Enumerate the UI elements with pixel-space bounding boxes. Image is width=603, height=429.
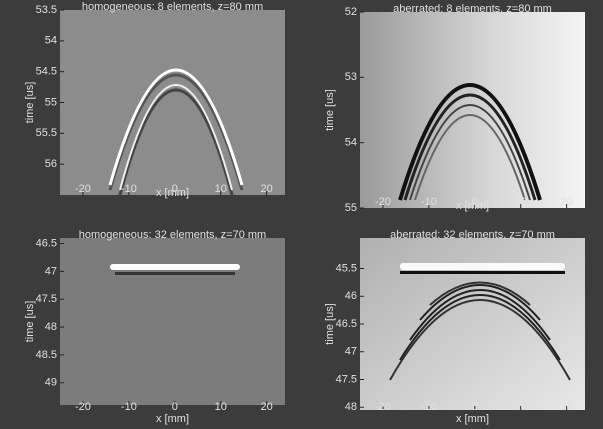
- y-tick-label: 54.5: [36, 66, 57, 78]
- y-tick-label: 46.5: [36, 237, 57, 249]
- panel-title: aberrated: 8 elements, z=80 mm: [393, 3, 552, 15]
- y-tick-label: 45.5: [336, 262, 357, 274]
- x-tick-label: 20: [561, 401, 573, 413]
- panel-title: homogeneous: 32 elements, z=70 mm: [79, 229, 266, 241]
- y-tick-label: 47: [345, 346, 357, 358]
- y-tick-label: 54: [345, 137, 357, 149]
- x-axis-label: x [mm]: [156, 413, 189, 425]
- x-axis-label: x [mm]: [456, 413, 489, 425]
- y-axis-label: time [us]: [24, 82, 36, 124]
- y-tick-label: 46.5: [336, 318, 357, 330]
- y-tick-label: 48: [345, 401, 357, 413]
- x-tick-label: -20: [75, 401, 91, 413]
- x-tick-label: 0: [472, 196, 478, 208]
- x-tick-label: 10: [515, 196, 527, 208]
- y-tick-label: 47: [45, 265, 57, 277]
- y-tick-label: 49: [45, 377, 57, 389]
- x-tick-label: 20: [261, 401, 273, 413]
- x-tick-label: -10: [421, 401, 437, 413]
- x-tick-label: -10: [121, 183, 137, 195]
- y-tick-label: 53.5: [36, 4, 57, 16]
- image-panel: [60, 238, 285, 405]
- x-axis-label: x [mm]: [456, 200, 489, 212]
- y-tick-label: 48: [45, 321, 57, 333]
- y-tick-label: 52: [345, 6, 357, 18]
- image-panel: [360, 12, 585, 208]
- x-tick-label: 20: [561, 196, 573, 208]
- x-tick-label: 0: [172, 183, 178, 195]
- y-tick-label: 55: [345, 202, 357, 214]
- x-tick-label: -10: [121, 401, 137, 413]
- y-tick-label: 53: [345, 71, 357, 83]
- x-tick-label: 20: [261, 183, 273, 195]
- wavefronts: [108, 68, 571, 381]
- x-tick-label: 10: [215, 401, 227, 413]
- x-tick-label: -20: [75, 183, 91, 195]
- x-tick-label: -20: [375, 196, 391, 208]
- x-tick-label: -10: [421, 196, 437, 208]
- y-tick-label: 55: [45, 96, 57, 108]
- y-tick-label: 47.5: [36, 293, 57, 305]
- panel-title: homogeneous: 8 elements, z=80 mm: [82, 1, 263, 13]
- x-tick-label: -20: [375, 401, 391, 413]
- x-tick-label: 10: [515, 401, 527, 413]
- x-tick-label: 0: [172, 401, 178, 413]
- y-axis-label: time [us]: [24, 301, 36, 343]
- image-panel: [60, 10, 285, 195]
- y-tick-label: 46: [345, 290, 357, 302]
- y-tick-label: 48.5: [36, 349, 57, 361]
- x-tick-label: 0: [472, 401, 478, 413]
- y-axis-label: time [us]: [324, 89, 336, 131]
- panel-title: aberrated: 32 elements, z=70 mm: [390, 229, 555, 241]
- y-tick-label: 56: [45, 158, 57, 170]
- y-tick-label: 47.5: [336, 373, 357, 385]
- y-tick-label: 55.5: [36, 127, 57, 139]
- y-tick-label: 54: [45, 35, 57, 47]
- y-axis-label: time [us]: [324, 303, 336, 345]
- x-axis-label: x [mm]: [156, 187, 189, 199]
- x-tick-label: 10: [215, 183, 227, 195]
